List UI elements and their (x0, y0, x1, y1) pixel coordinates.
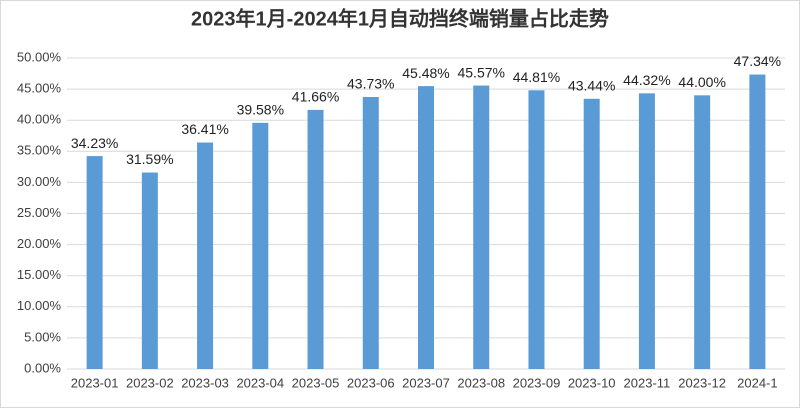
x-tick-label: 2023-01 (71, 375, 119, 390)
y-tick-label: 15.00% (17, 267, 62, 282)
x-tick-label: 2024-1 (737, 375, 777, 390)
x-tick-label: 2023-02 (126, 375, 174, 390)
bar (197, 142, 214, 369)
bar (362, 96, 379, 370)
x-tick-label: 2023-09 (513, 375, 561, 390)
value-label: 44.32% (623, 72, 670, 88)
bar (473, 85, 490, 370)
value-label: 39.58% (237, 102, 284, 118)
bar (86, 156, 103, 369)
value-label: 43.44% (568, 78, 615, 94)
bar (307, 109, 324, 369)
y-tick-label: 35.00% (17, 143, 62, 158)
value-label: 45.48% (402, 65, 449, 81)
x-tick-label: 2023-04 (236, 375, 284, 390)
bar (528, 90, 545, 369)
value-label: 45.57% (457, 64, 504, 80)
chart-title: 2023年1月-2024年1月自动挡终端销量占比走势 (191, 6, 609, 30)
y-tick-label: 5.00% (24, 329, 61, 344)
x-tick-label: 2023-05 (292, 375, 340, 390)
y-tick-label: 40.00% (17, 112, 62, 127)
bar (694, 95, 711, 369)
x-tick-label: 2023-12 (678, 375, 726, 390)
y-tick-label: 10.00% (17, 298, 62, 313)
y-tick-label: 20.00% (17, 236, 62, 251)
y-tick-label: 25.00% (17, 205, 62, 220)
value-label: 44.00% (678, 74, 725, 90)
x-tick-label: 2023-06 (347, 375, 395, 390)
bar (749, 74, 766, 369)
x-tick-label: 2023-08 (457, 375, 505, 390)
bar (638, 93, 655, 370)
value-label: 41.66% (292, 89, 339, 105)
x-tick-label: 2023-11 (624, 375, 671, 390)
y-tick-label: 30.00% (17, 174, 62, 189)
x-tick-label: 2023-07 (402, 375, 450, 390)
y-tick-label: 0.00% (24, 360, 61, 375)
bar (418, 86, 434, 369)
bar (252, 122, 269, 369)
value-label: 31.59% (126, 151, 173, 167)
bar (583, 98, 600, 370)
value-label: 43.73% (347, 76, 394, 92)
x-tick-label: 2023-10 (568, 375, 616, 390)
bar (141, 172, 158, 369)
x-tick-label: 2023-03 (181, 375, 229, 390)
value-label: 47.34% (734, 53, 781, 69)
y-tick-label: 45.00% (17, 81, 62, 96)
value-label: 34.23% (71, 135, 118, 151)
y-tick-label: 50.00% (17, 49, 62, 64)
value-label: 36.41% (181, 121, 228, 137)
value-label: 44.81% (513, 69, 560, 85)
